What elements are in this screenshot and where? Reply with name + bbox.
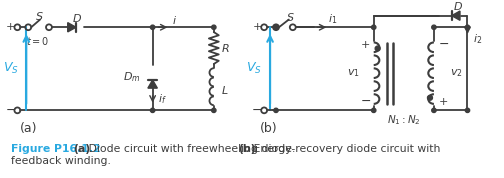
Text: +: + [361, 40, 370, 50]
Circle shape [427, 95, 432, 100]
Text: $V_S$: $V_S$ [246, 61, 262, 76]
Circle shape [371, 25, 376, 29]
Polygon shape [68, 23, 76, 32]
Text: +: + [253, 22, 262, 32]
Text: Diode circuit with freewheeling diode.: Diode circuit with freewheeling diode. [85, 144, 298, 154]
Text: $i$: $i$ [172, 14, 177, 25]
Text: $R$: $R$ [221, 42, 229, 54]
Text: feedback winding.: feedback winding. [12, 156, 111, 166]
Text: $i_2$: $i_2$ [473, 32, 483, 46]
Circle shape [212, 25, 216, 29]
Circle shape [375, 46, 380, 51]
Circle shape [212, 108, 216, 112]
Text: −: − [438, 38, 449, 51]
Text: −: − [360, 95, 371, 108]
Text: Energy-recovery diode circuit with: Energy-recovery diode circuit with [250, 144, 440, 154]
Circle shape [274, 108, 278, 112]
Text: $V_S$: $V_S$ [3, 61, 18, 76]
Text: $D$: $D$ [72, 12, 82, 24]
Circle shape [150, 25, 155, 29]
Circle shape [465, 108, 470, 112]
Text: $D$: $D$ [453, 0, 463, 12]
Text: $i_f$: $i_f$ [158, 92, 166, 106]
Text: $N_1 : N_2$: $N_1 : N_2$ [387, 113, 421, 127]
Text: $S$: $S$ [286, 11, 295, 23]
Circle shape [150, 108, 155, 112]
Text: $v_2$: $v_2$ [450, 67, 463, 79]
Text: (b): (b) [260, 122, 278, 135]
Polygon shape [452, 11, 460, 20]
Polygon shape [148, 80, 157, 88]
Text: −: − [252, 104, 263, 117]
Text: $L$: $L$ [221, 84, 228, 96]
Text: (b): (b) [238, 144, 256, 154]
Text: (a): (a) [20, 122, 38, 135]
Circle shape [432, 108, 436, 112]
Text: $v_1$: $v_1$ [347, 67, 360, 79]
Text: Figure P16.1.2: Figure P16.1.2 [12, 144, 101, 154]
Text: $t=0$: $t=0$ [27, 35, 50, 47]
Text: $D_m$: $D_m$ [123, 71, 141, 84]
Text: (a): (a) [73, 144, 90, 154]
Text: +: + [6, 22, 15, 32]
Circle shape [465, 25, 470, 29]
Text: $S$: $S$ [35, 10, 43, 22]
Circle shape [274, 25, 278, 29]
Text: −: − [5, 104, 16, 117]
Text: +: + [439, 97, 449, 107]
Text: $i_1$: $i_1$ [328, 13, 337, 26]
Circle shape [371, 108, 376, 112]
Circle shape [432, 25, 436, 29]
